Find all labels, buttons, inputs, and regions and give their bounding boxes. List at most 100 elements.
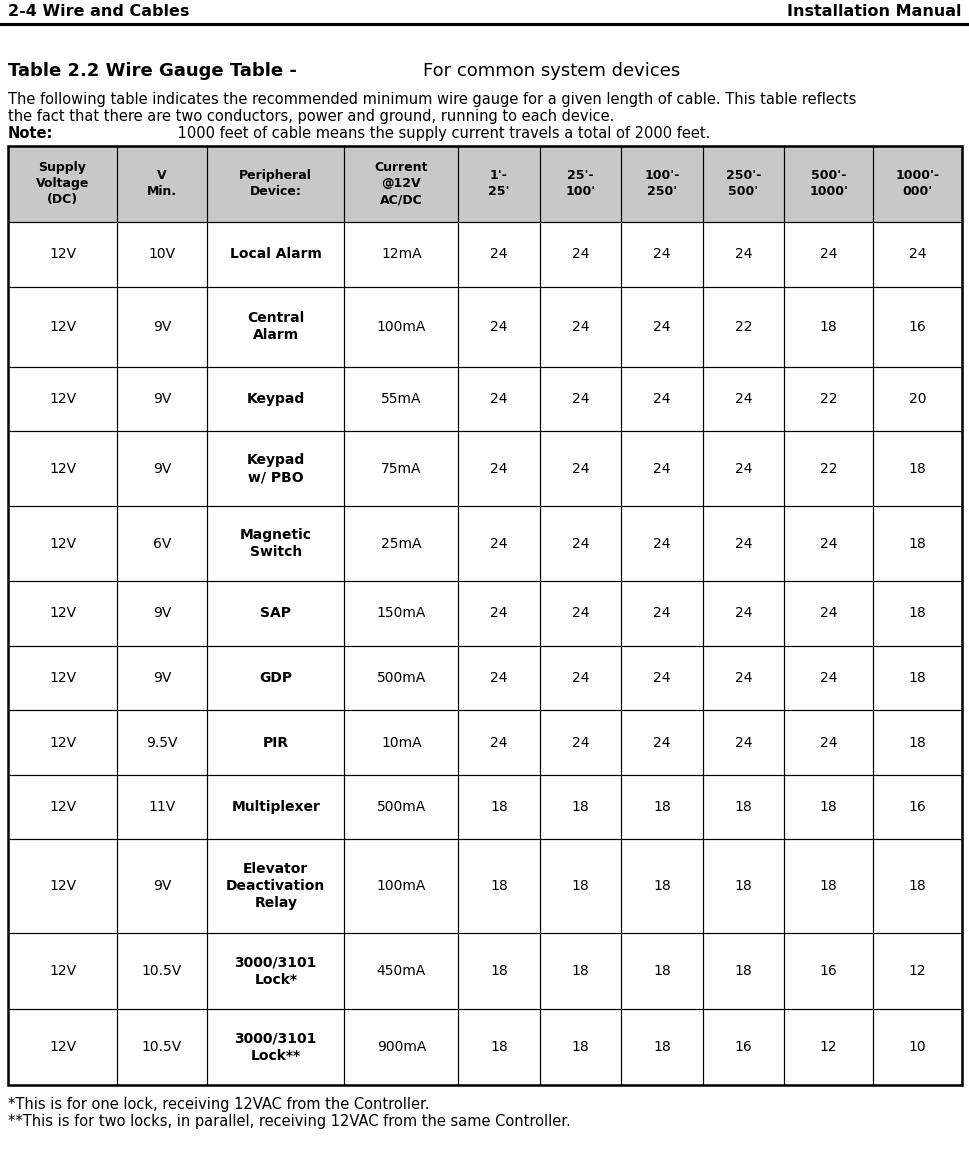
Text: 24: 24 — [489, 537, 507, 551]
Text: 18: 18 — [652, 800, 671, 815]
Bar — [457, 146, 539, 222]
Bar — [8, 581, 117, 646]
Text: 24: 24 — [734, 391, 752, 406]
Bar — [457, 933, 539, 1009]
Bar — [620, 222, 703, 286]
Text: 12V: 12V — [48, 247, 76, 261]
Bar — [703, 146, 784, 222]
Text: 18: 18 — [908, 670, 925, 684]
Bar — [8, 775, 117, 839]
Text: 24: 24 — [571, 320, 588, 334]
Text: 500mA: 500mA — [376, 670, 425, 684]
Bar — [206, 506, 344, 581]
Text: PIR: PIR — [263, 736, 289, 750]
Text: 18: 18 — [819, 320, 836, 334]
Text: 24: 24 — [571, 736, 588, 750]
Text: 12V: 12V — [48, 670, 76, 684]
Text: 24: 24 — [652, 670, 671, 684]
Text: 24: 24 — [571, 606, 588, 620]
Bar — [703, 286, 784, 367]
Bar — [784, 431, 872, 506]
Bar — [206, 1009, 344, 1085]
Text: 18: 18 — [734, 800, 752, 815]
Bar — [784, 286, 872, 367]
Text: 12V: 12V — [48, 736, 76, 750]
Bar — [784, 581, 872, 646]
Bar — [703, 839, 784, 933]
Text: Table 2.2 Wire Gauge Table -: Table 2.2 Wire Gauge Table - — [8, 62, 302, 80]
Bar — [620, 581, 703, 646]
Bar — [457, 839, 539, 933]
Text: 24: 24 — [489, 247, 507, 261]
Text: 24: 24 — [489, 736, 507, 750]
Text: 9V: 9V — [153, 320, 172, 334]
Text: 25'-
100': 25'- 100' — [565, 170, 595, 198]
Text: Peripheral
Device:: Peripheral Device: — [239, 170, 312, 198]
Bar — [784, 646, 872, 710]
Text: 10: 10 — [908, 1040, 925, 1054]
Bar — [8, 839, 117, 933]
Bar — [784, 506, 872, 581]
Bar — [457, 775, 539, 839]
Text: 24: 24 — [734, 606, 752, 620]
Bar — [344, 367, 457, 431]
Bar — [539, 1009, 620, 1085]
Bar — [117, 431, 206, 506]
Text: 16: 16 — [908, 320, 925, 334]
Bar — [344, 581, 457, 646]
Text: SAP: SAP — [260, 606, 291, 620]
Text: 18: 18 — [489, 800, 508, 815]
Text: Keypad: Keypad — [246, 391, 304, 406]
Text: 24: 24 — [819, 670, 836, 684]
Text: 20: 20 — [908, 391, 925, 406]
Text: 25mA: 25mA — [381, 537, 422, 551]
Bar — [206, 646, 344, 710]
Text: 1'-
25': 1'- 25' — [487, 170, 509, 198]
Text: 24: 24 — [489, 320, 507, 334]
Bar — [872, 710, 961, 775]
Bar — [872, 146, 961, 222]
Bar — [8, 933, 117, 1009]
Text: 18: 18 — [908, 736, 925, 750]
Text: 24: 24 — [489, 670, 507, 684]
Bar — [117, 222, 206, 286]
Bar — [457, 367, 539, 431]
Bar — [344, 839, 457, 933]
Bar — [344, 431, 457, 506]
Bar — [344, 146, 457, 222]
Text: 2-4 Wire and Cables: 2-4 Wire and Cables — [8, 5, 189, 20]
Text: 12V: 12V — [48, 462, 76, 476]
Text: 500mA: 500mA — [376, 800, 425, 815]
Bar — [620, 839, 703, 933]
Bar — [206, 146, 344, 222]
Bar — [620, 146, 703, 222]
Text: 3000/3101
Lock**: 3000/3101 Lock** — [234, 1031, 317, 1063]
Text: 9V: 9V — [153, 391, 172, 406]
Text: 24: 24 — [652, 736, 671, 750]
Text: 3000/3101
Lock*: 3000/3101 Lock* — [234, 955, 317, 987]
Bar — [539, 431, 620, 506]
Text: 18: 18 — [908, 606, 925, 620]
Text: 24: 24 — [734, 462, 752, 476]
Bar — [344, 1009, 457, 1085]
Text: *This is for one lock, receiving 12VAC from the Controller.: *This is for one lock, receiving 12VAC f… — [8, 1097, 429, 1112]
Text: 9V: 9V — [153, 879, 172, 893]
Bar — [872, 839, 961, 933]
Text: Elevator
Deactivation
Relay: Elevator Deactivation Relay — [226, 861, 325, 911]
Text: 10mA: 10mA — [381, 736, 422, 750]
Bar — [8, 286, 117, 367]
Text: 12V: 12V — [48, 800, 76, 815]
Bar — [457, 1009, 539, 1085]
Bar — [8, 146, 117, 222]
Text: 10.5V: 10.5V — [141, 965, 182, 977]
Text: 75mA: 75mA — [381, 462, 422, 476]
Text: 24: 24 — [652, 606, 671, 620]
Bar — [457, 286, 539, 367]
Bar — [344, 222, 457, 286]
Bar — [539, 146, 620, 222]
Bar — [784, 710, 872, 775]
Text: Magnetic
Switch: Magnetic Switch — [239, 529, 311, 559]
Text: 12V: 12V — [48, 320, 76, 334]
Bar — [117, 581, 206, 646]
Bar — [539, 933, 620, 1009]
